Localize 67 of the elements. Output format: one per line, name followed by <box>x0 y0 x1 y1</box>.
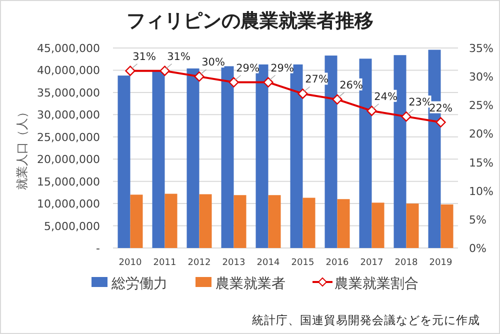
bar <box>268 195 281 248</box>
x-tick-label: 2017 <box>360 258 384 268</box>
bar <box>118 76 130 248</box>
bar <box>152 70 165 248</box>
x-tick-label: 2014 <box>256 258 280 268</box>
data-label: 30% <box>202 56 225 69</box>
point <box>228 77 239 88</box>
data-label: 24% <box>374 90 398 103</box>
bar <box>302 198 316 248</box>
data-label: 31% <box>132 50 156 63</box>
x-tick-label: 2010 <box>118 258 142 268</box>
y2-tick-label: 25% <box>469 99 494 112</box>
point <box>401 111 412 122</box>
y-tick-label: 5,000,000 <box>44 220 100 233</box>
data-label: 26% <box>340 79 363 92</box>
y-tick-label: 30,000,000 <box>37 108 100 122</box>
point <box>263 77 274 88</box>
point <box>194 71 204 82</box>
x-tick-label: 2019 <box>429 258 452 268</box>
bar <box>164 194 178 248</box>
y2-tick-label: 30% <box>469 70 494 84</box>
x-tick-label: 2012 <box>188 258 211 268</box>
bar <box>372 202 384 248</box>
point <box>332 94 342 105</box>
data-label: 27% <box>305 74 328 86</box>
y2-tick-label: 15% <box>469 156 494 170</box>
y-axis-title: 就業人口（人） <box>15 106 29 190</box>
point <box>436 117 446 128</box>
legend-label: 農業就業割合 <box>334 276 418 292</box>
y-tick-label: 15,000,000 <box>37 175 100 188</box>
bar <box>440 204 454 248</box>
bar <box>337 199 350 248</box>
legend-label: 農業就業者 <box>216 276 286 292</box>
y2-tick-label: 35% <box>469 42 494 55</box>
y2-tick-label: 20% <box>469 128 494 141</box>
bar <box>130 194 143 248</box>
y-tick-label: - <box>96 242 100 255</box>
legend-label: 総労働力 <box>110 276 168 292</box>
y2-tick-label: 10% <box>469 184 494 198</box>
y-tick-label: 45,000,000 <box>37 42 100 55</box>
data-label: 29% <box>270 62 294 74</box>
bar <box>186 68 200 248</box>
x-tick-label: 2015 <box>291 258 314 268</box>
x-tick-label: 2016 <box>326 258 349 268</box>
text: 統計庁、国連貿易開発会議などを元に作成 <box>252 313 480 327</box>
y-tick-label: 20,000,000 <box>37 153 100 166</box>
chart-title: フィリピンの農業就業者推移 <box>126 10 374 32</box>
bar <box>406 204 419 248</box>
data-label: 22% <box>429 102 452 114</box>
y-tick-label: 40,000,000 <box>37 64 100 78</box>
data-label: 31% <box>167 50 190 63</box>
bar <box>221 66 234 248</box>
point <box>160 66 170 76</box>
bar <box>234 195 246 248</box>
y-tick-label: 35,000,000 <box>37 86 100 100</box>
y2-tick-label: 0% <box>469 242 486 255</box>
bar <box>199 194 212 248</box>
y-tick-label: 10,000,000 <box>37 198 100 211</box>
point <box>125 66 136 76</box>
y-tick-label: 25,000,000 <box>37 130 100 144</box>
point <box>366 106 377 116</box>
x-tick-label: 2011 <box>153 258 176 268</box>
point <box>298 88 308 99</box>
data-label: 29% <box>236 62 260 74</box>
x-tick-label: 2018 <box>394 258 418 268</box>
y2-tick-label: 5% <box>469 213 486 226</box>
x-tick-label: 2013 <box>222 258 246 268</box>
